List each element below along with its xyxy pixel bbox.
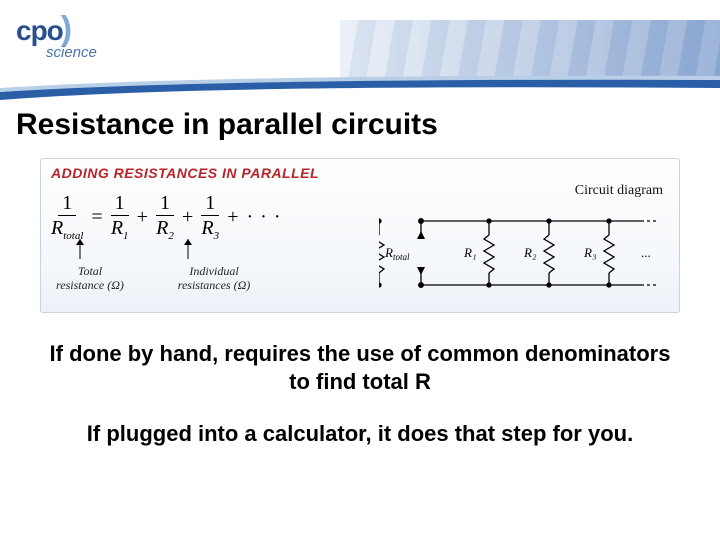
- plus: +: [225, 206, 240, 229]
- den: R1: [111, 216, 129, 242]
- label-r1: R₁: [463, 245, 476, 260]
- annotation-row: Total resistance (Ω) Individual resistan…: [51, 264, 365, 293]
- figure-panel: ADDING RESISTANCES IN PARALLEL 1 Rtotal …: [40, 158, 680, 313]
- annot-line: resistances (Ω): [149, 278, 279, 292]
- logo-text-sub: science: [46, 44, 97, 61]
- arrow-left-icon: [73, 239, 87, 265]
- equals: =: [89, 206, 104, 229]
- den: R2: [156, 216, 174, 242]
- annot-line: resistance (Ω): [51, 278, 129, 292]
- swoosh-divider: [0, 74, 720, 100]
- body-paragraph-2: If plugged into a calculator, it does th…: [40, 420, 680, 448]
- annot-individual: Individual resistances (Ω): [149, 264, 279, 293]
- header-banner: [340, 20, 720, 80]
- den-sub: 2: [168, 230, 174, 242]
- frac-total: 1 Rtotal: [51, 193, 83, 242]
- figure-body: 1 Rtotal = 1 R1 + 1 R2 + 1 R3 +: [51, 185, 669, 308]
- frac-r2: 1 R2: [156, 193, 174, 242]
- annot-line: Individual: [149, 264, 279, 278]
- circuit-diagram-icon: Rtotal R₁ R₂ R₃ ...: [379, 203, 669, 303]
- formula-region: 1 Rtotal = 1 R1 + 1 R2 + 1 R3 +: [51, 185, 365, 308]
- label-rtotal: Rtotal: [384, 245, 410, 262]
- den: R3: [201, 216, 219, 242]
- num: 1: [58, 193, 76, 216]
- annot-line: Total: [51, 264, 129, 278]
- formula-dots: · · ·: [247, 206, 282, 229]
- logo: cpo ) science: [16, 10, 72, 49]
- plus: +: [180, 206, 195, 229]
- header: cpo ) science: [0, 0, 720, 90]
- den-sub: 3: [214, 230, 220, 242]
- den-sub: 1: [123, 230, 129, 242]
- annot-total: Total resistance (Ω): [51, 264, 129, 293]
- logo-text-main: cpo: [16, 15, 63, 47]
- plus: +: [135, 206, 150, 229]
- den-r: R: [201, 217, 213, 239]
- body-paragraph-1: If done by hand, requires the use of com…: [40, 340, 680, 395]
- label-r3: R₃: [583, 245, 596, 260]
- den-r: R: [156, 217, 168, 239]
- num: 1: [156, 193, 174, 216]
- label-dots: ...: [641, 245, 651, 260]
- den-r: R: [111, 217, 123, 239]
- page-title: Resistance in parallel circuits: [16, 108, 438, 142]
- den-r: R: [51, 217, 63, 239]
- circuit-region: Circuit diagram: [379, 185, 669, 308]
- label-r2: R₂: [523, 245, 537, 260]
- arrow-right-icon: [181, 239, 195, 265]
- frac-r3: 1 R3: [201, 193, 219, 242]
- num: 1: [111, 193, 129, 216]
- formula: 1 Rtotal = 1 R1 + 1 R2 + 1 R3 +: [51, 193, 365, 242]
- num: 1: [201, 193, 219, 216]
- figure-title: ADDING RESISTANCES IN PARALLEL: [51, 165, 669, 181]
- frac-r1: 1 R1: [111, 193, 129, 242]
- circuit-diagram-label: Circuit diagram: [575, 183, 663, 199]
